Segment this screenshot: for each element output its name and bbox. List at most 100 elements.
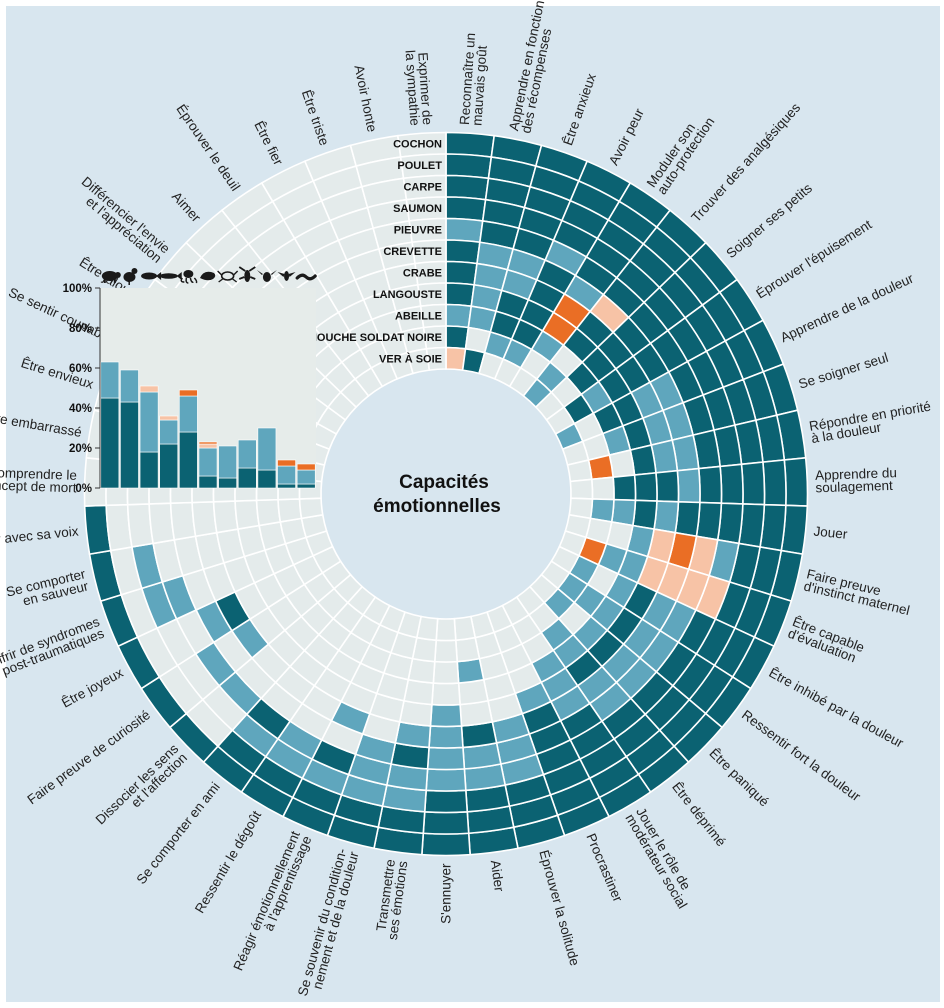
stacked-bar-chart: 0% 20% 40% 60% 80% 100% — [63, 283, 316, 495]
capacity-label-line: Ressentir le dégoût — [192, 808, 264, 916]
heatmap-cell-yes — [445, 174, 490, 201]
species-label: SAUMON — [393, 203, 442, 215]
heatmap-cell-yes — [445, 196, 487, 222]
capacity-label-line: Différencier l'envie — [79, 174, 173, 257]
heatmap-cell-likely — [456, 657, 485, 684]
capacity-label-line: Jouer avec sa voix — [0, 523, 79, 549]
species-label: CARPE — [403, 181, 442, 193]
capacity-label: Éprouver la solitude — [536, 848, 582, 967]
capacity-label-line: la sympathie — [403, 50, 423, 127]
capacity-label: Apprendre de la douleur — [778, 270, 916, 345]
heatmap-cell-likely — [445, 217, 484, 244]
bar-segment-likely — [296, 469, 316, 485]
heatmap-cell-not-studied — [298, 497, 324, 520]
bar-segment-likely — [100, 361, 120, 399]
animal-icons — [101, 266, 317, 285]
species-label: ABEILLE — [395, 310, 442, 322]
capacity-label-line: Apprendre de la douleur — [778, 270, 916, 345]
capacity-label-line: Être joyeux — [59, 665, 126, 711]
heatmap-cell-yes — [633, 472, 658, 502]
octopus-icon — [180, 270, 198, 284]
y-tick-label: 0% — [75, 483, 92, 495]
capacity-label: Avoir honte — [351, 64, 379, 134]
capacity-label-line: Procrastiner — [583, 831, 625, 904]
capacity-label-line: Avoir peur — [606, 106, 647, 168]
title-line-2: émotionnelles — [373, 496, 501, 517]
species-label: LANGOUSTE — [373, 289, 442, 301]
y-tick-label: 80% — [69, 323, 92, 335]
capacity-label: Soigner ses petits — [723, 180, 815, 261]
capacity-label: Jouer avec sa voix — [0, 523, 79, 549]
bar-segment-no-evidence — [179, 389, 198, 397]
heatmap-cell-yes — [445, 282, 476, 308]
bar-segment-yes — [139, 451, 159, 489]
heatmap-cell-likely — [676, 467, 701, 504]
heatmap-cell-yes — [445, 260, 478, 286]
capacity-label-line: Être déprimé — [669, 779, 729, 849]
capacity-label: Se soigner seul — [797, 350, 890, 392]
heatmap-cell-not-studied — [425, 346, 447, 372]
fly-icon — [277, 271, 296, 281]
heatmap-cell-yes — [719, 463, 744, 505]
bar-segment-likely — [159, 419, 179, 445]
capacity-label: Éprouver l'épuisement — [753, 217, 874, 302]
heatmap-cell-likely — [445, 303, 473, 329]
bar-segment-likely — [139, 391, 159, 453]
capacity-label-line: soulagement — [815, 478, 893, 496]
bar-segment-doubtful — [139, 385, 159, 393]
bar-segment-yes — [120, 401, 139, 489]
capacity-label: Aider — [488, 859, 507, 893]
capacity-label: Ressentir le dégoût — [192, 808, 264, 916]
bar-segment-yes — [296, 483, 316, 489]
salmon-icon — [159, 272, 182, 280]
bar-segment-likely — [277, 465, 296, 485]
bar-segment-likely — [257, 427, 277, 471]
heatmap-cell-not-studied — [569, 478, 594, 500]
species-label: CREVETTE — [383, 246, 442, 258]
lobster-icon — [238, 266, 256, 282]
capacity-label-line: Exprimer de — [415, 52, 435, 126]
heatmap-cell-yes — [697, 465, 723, 505]
heatmap-cell-yes — [783, 456, 809, 507]
heatmap-cell-yes — [655, 469, 680, 503]
species-label: COCHON — [393, 138, 442, 150]
heatmap-cell-likely — [426, 746, 466, 771]
capacity-label-line: Aimer — [169, 189, 204, 226]
capacity-label-line: Avoir honte — [351, 64, 379, 134]
chicken-icon — [123, 268, 138, 285]
species-label: CRABE — [403, 267, 442, 279]
heatmap-cell-not-studied — [435, 617, 457, 642]
capacity-label-line: Se sentir coupable — [6, 285, 114, 346]
capacity-label: Être paniqué — [706, 745, 771, 809]
heatmap-cell-likely — [428, 725, 464, 749]
bee-icon — [256, 270, 277, 282]
heatmap-cell-yes — [762, 459, 787, 507]
pig-icon — [101, 271, 121, 283]
heatmap-cell-not-studied — [432, 660, 460, 685]
capacity-label-line: S'ennuyer — [439, 863, 454, 924]
capacity-label: Éprouver le deuil — [173, 102, 243, 194]
capacity-label-line: Éprouver la solitude — [536, 848, 582, 967]
capacity-label: S'ennuyer — [439, 863, 454, 924]
heatmap-cell-yes — [423, 789, 469, 814]
heatmap-cell-likely — [610, 498, 637, 527]
capacity-label-line: Jouer — [813, 524, 849, 542]
heatmap-cell-yes — [631, 499, 658, 531]
capacity-label: Être triste — [299, 88, 332, 147]
capacity-label: Être anxieux — [560, 71, 599, 147]
capacity-label-line: Soigner ses petits — [723, 180, 815, 261]
capacity-label-line: Se soigner seul — [797, 350, 890, 392]
capacity-label: Être fier — [251, 119, 286, 168]
heatmap-cell-no-evidence — [587, 454, 615, 481]
species-label: PIEUVRE — [394, 224, 442, 236]
heatmap-cell-not-studied — [277, 498, 303, 523]
capacity-label: Jouer — [813, 524, 849, 542]
